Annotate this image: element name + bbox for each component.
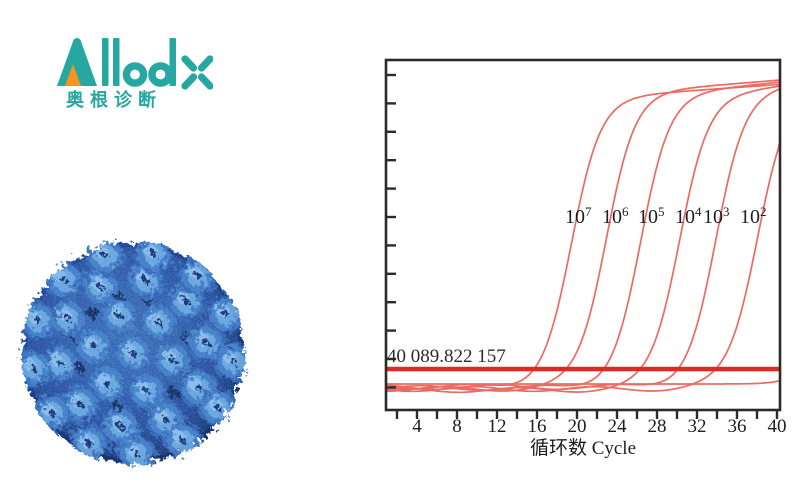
logo-letter-o xyxy=(122,62,148,87)
x-tick-label: 12 xyxy=(488,416,507,437)
brand-tagline: 奥根诊断 xyxy=(66,90,162,111)
amplification-curve-1e7 xyxy=(385,83,780,391)
series-label-1e3: 103 xyxy=(703,204,730,228)
series-label-1e6: 106 xyxy=(602,204,629,228)
amplification-curve-1e6 xyxy=(386,79,780,393)
x-tick-label: 16 xyxy=(528,416,547,437)
x-tick-label: 32 xyxy=(688,416,707,437)
x-axis-title: 循环数 Cycle xyxy=(530,437,636,459)
x-tick-label: 40 xyxy=(768,416,787,437)
series-label-1e7: 107 xyxy=(565,204,592,228)
amplification-curve-late xyxy=(386,379,780,385)
series-label-1e2: 102 xyxy=(740,204,767,228)
virus-texture-grain xyxy=(27,247,239,459)
logo-letter-l xyxy=(113,38,120,86)
series-label-1e5: 105 xyxy=(638,204,665,228)
amplification-curve-1e2 xyxy=(385,143,781,393)
series-label-1e4: 104 xyxy=(675,204,702,228)
logo-letter-l xyxy=(102,38,109,86)
amplification-curve-1e5 xyxy=(385,81,780,392)
amplification-curve-1e3 xyxy=(385,88,780,391)
brand-logo: Allodx 奥根诊断 xyxy=(57,38,214,111)
x-tick-label: 20 xyxy=(568,416,587,437)
virus-particle-image xyxy=(21,241,245,465)
logo-x-icon xyxy=(181,55,214,90)
amplification-curve-1e4 xyxy=(385,85,780,394)
x-tick-label: 24 xyxy=(608,416,628,437)
logo-letter-d-stem xyxy=(169,38,176,86)
plot-frame xyxy=(384,58,782,412)
threshold-value-label: 40 089.822 157 xyxy=(387,346,506,367)
x-tick-label: 4 xyxy=(412,416,422,437)
x-tick-label: 28 xyxy=(648,416,667,437)
logo-letter-a xyxy=(57,38,97,86)
brand-wordmark xyxy=(57,38,214,90)
logo-letter-d xyxy=(148,62,173,87)
x-tick-label: 36 xyxy=(728,416,747,437)
logo-triangle-icon xyxy=(65,64,81,86)
x-tick-label: 8 xyxy=(452,416,462,437)
